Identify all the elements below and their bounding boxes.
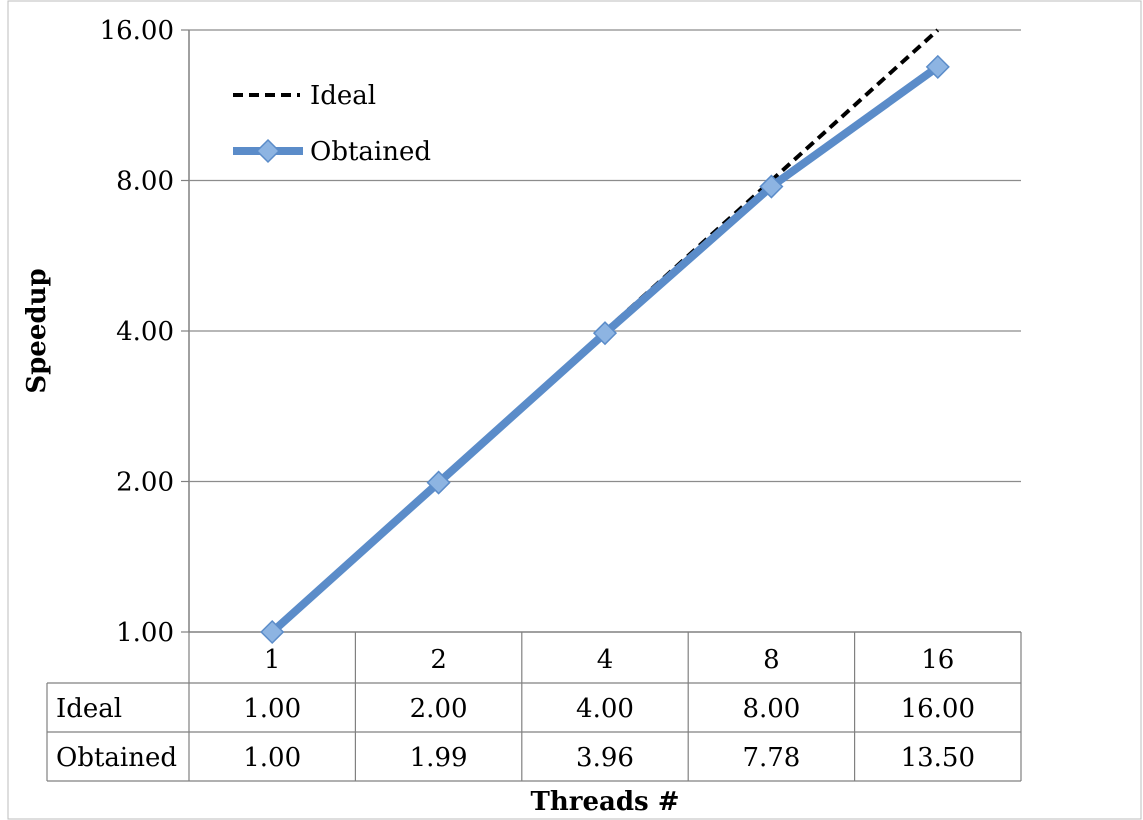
table-cell-value: 1.00 xyxy=(243,694,301,724)
table-cell-value: 2.00 xyxy=(410,694,468,724)
y-tick-labels: 1.00 2.00 4.00 8.00 16.00 xyxy=(100,16,174,648)
table-cell-value: 7.78 xyxy=(742,743,800,773)
x-tick-label: 8 xyxy=(763,645,780,675)
x-axis-title: Threads # xyxy=(531,787,680,817)
x-tick-label: 1 xyxy=(264,645,281,675)
y-tick-label: 2.00 xyxy=(116,468,174,498)
y-axis-title: Speedup xyxy=(22,268,52,393)
table-cell-value: 1.99 xyxy=(410,743,468,773)
data-point-obtained xyxy=(260,619,285,645)
chart-frame xyxy=(7,0,1142,820)
table-cell-value: 16.00 xyxy=(901,694,975,724)
legend-obtained-marker xyxy=(255,138,281,164)
y-tick-label: 4.00 xyxy=(116,317,174,347)
table-cell-value: 13.50 xyxy=(901,743,975,773)
data-point-obtained xyxy=(592,321,618,346)
legend-obtained-label: Obtained xyxy=(310,137,431,167)
table-cell-value: 4.00 xyxy=(576,694,634,724)
data-table: 1 2 4 8 16 Ideal 1.00 2.00 4.00 8.00 16.00 Obtained… xyxy=(46,632,1022,782)
x-tick-label: 4 xyxy=(597,645,614,675)
table-cell-value: 8.00 xyxy=(742,694,800,724)
table-cell-value: 1.00 xyxy=(243,743,301,773)
table-row-label: Obtained xyxy=(56,743,177,773)
data-point-obtained xyxy=(426,470,451,495)
table-cell-value: 3.96 xyxy=(576,743,634,773)
y-tick-label: 8.00 xyxy=(116,167,174,197)
data-point-obtained xyxy=(759,174,784,199)
table-row-label: Ideal xyxy=(56,694,122,724)
y-tick-label: 1.00 xyxy=(116,618,174,648)
y-tick-label: 16.00 xyxy=(100,16,174,46)
series-layer xyxy=(260,28,950,645)
x-tick-label: 16 xyxy=(921,645,954,675)
x-tick-label: 2 xyxy=(430,645,447,675)
data-point-obtained xyxy=(925,54,950,79)
legend-ideal-label: Ideal xyxy=(310,81,376,111)
gridlines xyxy=(181,29,1021,633)
legend: Ideal Obtained xyxy=(233,81,431,167)
